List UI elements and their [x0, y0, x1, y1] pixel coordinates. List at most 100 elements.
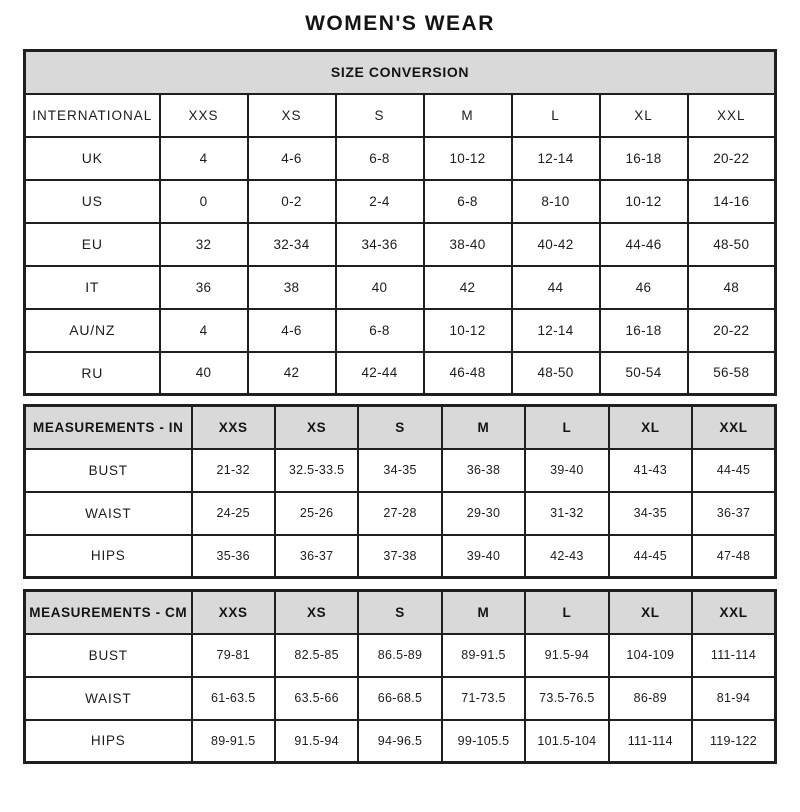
column-header-s: S: [357, 589, 443, 635]
measurements-in-title: MEASUREMENTS - IN: [23, 404, 193, 450]
size-value-cell: 4-6: [246, 307, 337, 353]
column-header-xl: XL: [607, 404, 694, 450]
size-value-cell: 14-16: [686, 178, 777, 224]
size-value-cell: 89-91.5: [190, 718, 276, 764]
size-value-cell: 6-8: [334, 135, 425, 181]
row-label: IT: [23, 264, 161, 310]
size-value-cell: 44-45: [607, 533, 694, 579]
size-value-cell: 10-12: [598, 178, 689, 224]
size-value-cell: 34-35: [357, 447, 443, 493]
size-conversion-title: SIZE CONVERSION: [23, 49, 777, 95]
column-header-xs: XS: [273, 589, 360, 635]
column-header-m: M: [440, 589, 527, 635]
size-value-cell: 104-109: [607, 632, 694, 678]
size-value-cell: 40-42: [510, 221, 601, 267]
size-value-cell: 0: [158, 178, 249, 224]
size-value-cell: 40: [158, 350, 249, 396]
column-header-xl: XL: [598, 92, 689, 138]
size-value-cell: 31-32: [524, 490, 610, 536]
size-value-cell: 8-10: [510, 178, 601, 224]
row-label: RU: [23, 350, 161, 396]
size-value-cell: 32-34: [246, 221, 337, 267]
size-value-cell: 73.5-76.5: [524, 675, 610, 721]
size-value-cell: 111-114: [607, 718, 694, 764]
size-value-cell: 42-43: [524, 533, 610, 579]
size-conversion-table: SIZE CONVERSION INTERNATIONAL XXS XS S M…: [23, 49, 777, 396]
size-value-cell: 42: [246, 350, 337, 396]
size-value-cell: 35-36: [190, 533, 276, 579]
table-row: US 0 0-2 2-4 6-8 8-10 10-12 14-16: [23, 178, 777, 224]
size-value-cell: 89-91.5: [440, 632, 527, 678]
row-label: EU: [23, 221, 161, 267]
size-value-cell: 111-114: [691, 632, 777, 678]
row-label: AU/NZ: [23, 307, 161, 353]
size-value-cell: 20-22: [686, 135, 777, 181]
measurements-cm-table: MEASUREMENTS - CM XXS XS S M L XL XXL BU…: [23, 589, 777, 764]
column-header-m: M: [422, 92, 513, 138]
size-value-cell: 36-38: [440, 447, 527, 493]
table-row: AU/NZ 4 4-6 6-8 10-12 12-14 16-18 20-22: [23, 307, 777, 353]
row-label: US: [23, 178, 161, 224]
row-label: HIPS: [23, 718, 193, 764]
size-value-cell: 6-8: [422, 178, 513, 224]
column-header-xxs: XXS: [158, 92, 249, 138]
measurements-cm-title: MEASUREMENTS - CM: [23, 589, 193, 635]
table-row: WAIST 61-63.5 63.5-66 66-68.5 71-73.5 73.5-76…: [23, 675, 777, 721]
size-value-cell: 10-12: [422, 307, 513, 353]
column-header-l: L: [524, 589, 610, 635]
size-value-cell: 39-40: [524, 447, 610, 493]
column-header-s: S: [357, 404, 443, 450]
table-row: BUST 21-32 32.5-33.5 34-35 36-38 39-40 41-43 44…: [23, 447, 777, 493]
size-value-cell: 32.5-33.5: [273, 447, 360, 493]
size-value-cell: 42: [422, 264, 513, 310]
column-header-m: M: [440, 404, 527, 450]
page-title: WOMEN'S WEAR: [305, 12, 495, 35]
size-value-cell: 37-38: [357, 533, 443, 579]
size-value-cell: 20-22: [686, 307, 777, 353]
table-row: BUST 79-81 82.5-85 86.5-89 89-91.5 91.5-94 104…: [23, 632, 777, 678]
size-value-cell: 94-96.5: [357, 718, 443, 764]
column-header-l: L: [510, 92, 601, 138]
column-header-xs: XS: [246, 92, 337, 138]
size-value-cell: 16-18: [598, 135, 689, 181]
size-value-cell: 0-2: [246, 178, 337, 224]
table-row: HIPS 35-36 36-37 37-38 39-40 42-43 44-45 47-48: [23, 533, 777, 579]
size-value-cell: 25-26: [273, 490, 360, 536]
size-value-cell: 12-14: [510, 307, 601, 353]
size-value-cell: 101.5-104: [524, 718, 610, 764]
table-header-row: INTERNATIONAL XXS XS S M L XL XXL: [23, 92, 777, 138]
table-caption-row: SIZE CONVERSION: [23, 49, 777, 95]
size-value-cell: 48: [686, 264, 777, 310]
size-value-cell: 44-45: [691, 447, 777, 493]
table-header-row: MEASUREMENTS - IN XXS XS S M L XL XXL: [23, 404, 777, 450]
column-header-xxs: XXS: [190, 589, 276, 635]
size-value-cell: 81-94: [691, 675, 777, 721]
size-value-cell: 119-122: [691, 718, 777, 764]
size-value-cell: 21-32: [190, 447, 276, 493]
size-value-cell: 50-54: [598, 350, 689, 396]
column-header-s: S: [334, 92, 425, 138]
size-value-cell: 47-48: [691, 533, 777, 579]
table-row: UK 4 4-6 6-8 10-12 12-14 16-18 20-22: [23, 135, 777, 181]
size-value-cell: 29-30: [440, 490, 527, 536]
table-row: RU 40 42 42-44 46-48 48-50 50-54 56-58: [23, 350, 777, 396]
size-value-cell: 32: [158, 221, 249, 267]
size-guide-page: WOMEN'S WEAR SIZE CONVERSION INTERNATION…: [0, 12, 800, 764]
size-value-cell: 86-89: [607, 675, 694, 721]
row-label: UK: [23, 135, 161, 181]
size-value-cell: 24-25: [190, 490, 276, 536]
column-header-xxl: XXL: [691, 589, 777, 635]
table-row: IT 36 38 40 42 44 46 48: [23, 264, 777, 310]
row-label: WAIST: [23, 490, 193, 536]
column-header-xxs: XXS: [190, 404, 276, 450]
size-value-cell: 46-48: [422, 350, 513, 396]
size-value-cell: 36-37: [691, 490, 777, 536]
row-label: HIPS: [23, 533, 193, 579]
table-row: HIPS 89-91.5 91.5-94 94-96.5 99-105.5 101.5-1…: [23, 718, 777, 764]
size-value-cell: 39-40: [440, 533, 527, 579]
size-value-cell: 79-81: [190, 632, 276, 678]
size-value-cell: 42-44: [334, 350, 425, 396]
column-header-xxl: XXL: [691, 404, 777, 450]
row-label: WAIST: [23, 675, 193, 721]
size-value-cell: 91.5-94: [273, 718, 360, 764]
